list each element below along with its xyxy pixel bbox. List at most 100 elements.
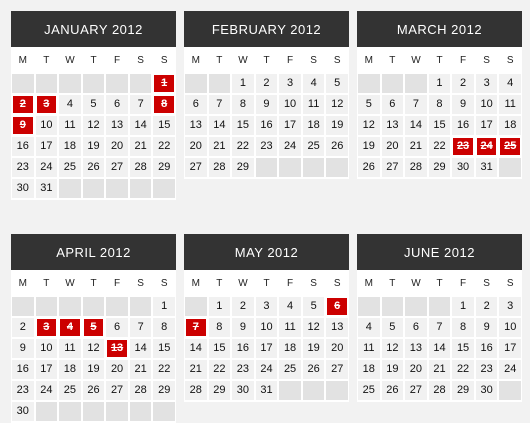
day-cell[interactable]: 27: [185, 158, 207, 177]
day-cell[interactable]: 20: [405, 360, 427, 379]
day-cell[interactable]: 15: [428, 116, 451, 135]
day-cell[interactable]: 15: [232, 116, 254, 135]
day-cell[interactable]: 20: [106, 360, 128, 379]
day-cell[interactable]: 13: [381, 116, 404, 135]
day-cell[interactable]: 16: [12, 360, 34, 379]
day-cell[interactable]: 12: [302, 318, 325, 337]
day-cell[interactable]: 15: [208, 339, 231, 358]
day-cell[interactable]: 30: [232, 381, 254, 400]
day-cell[interactable]: 3: [499, 297, 521, 316]
day-cell[interactable]: 5: [381, 318, 404, 337]
day-cell[interactable]: 7: [428, 318, 451, 337]
day-cell[interactable]: 12: [381, 339, 404, 358]
day-cell[interactable]: 29: [153, 158, 175, 177]
day-cell[interactable]: 16: [475, 339, 498, 358]
day-cell[interactable]: 22: [232, 137, 254, 156]
day-cell[interactable]: 18: [59, 137, 81, 156]
day-cell[interactable]: 2: [232, 297, 254, 316]
day-cell[interactable]: 23: [12, 158, 34, 177]
day-cell[interactable]: 6: [185, 95, 207, 114]
day-cell[interactable]: 1: [153, 297, 175, 316]
day-cell[interactable]: 26: [82, 158, 105, 177]
day-cell[interactable]: 27: [381, 158, 404, 177]
blocked-day-cell[interactable]: 2: [11, 94, 35, 115]
day-cell[interactable]: 18: [358, 360, 380, 379]
day-cell[interactable]: 21: [208, 137, 231, 156]
day-cell[interactable]: 18: [499, 116, 521, 135]
day-cell[interactable]: 6: [106, 95, 128, 114]
day-cell[interactable]: 16: [452, 116, 474, 135]
blocked-day-cell[interactable]: 7: [184, 317, 208, 338]
day-cell[interactable]: 7: [405, 95, 427, 114]
day-cell[interactable]: 13: [405, 339, 427, 358]
day-cell[interactable]: 3: [279, 74, 301, 93]
blocked-day-cell[interactable]: 24: [474, 136, 499, 157]
day-cell[interactable]: 25: [59, 158, 81, 177]
blocked-day-cell[interactable]: 6: [325, 296, 349, 317]
day-cell[interactable]: 12: [82, 116, 105, 135]
day-cell[interactable]: 20: [381, 137, 404, 156]
day-cell[interactable]: 10: [279, 95, 301, 114]
day-cell[interactable]: 29: [232, 158, 254, 177]
day-cell[interactable]: 23: [255, 137, 278, 156]
day-cell[interactable]: 21: [428, 360, 451, 379]
day-cell[interactable]: 19: [381, 360, 404, 379]
day-cell[interactable]: 24: [35, 381, 58, 400]
day-cell[interactable]: 1: [428, 74, 451, 93]
day-cell[interactable]: 2: [475, 297, 498, 316]
day-cell[interactable]: 14: [185, 339, 207, 358]
day-cell[interactable]: 11: [279, 318, 301, 337]
day-cell[interactable]: 11: [358, 339, 380, 358]
day-cell[interactable]: 18: [279, 339, 301, 358]
day-cell[interactable]: 10: [35, 339, 58, 358]
day-cell[interactable]: 13: [106, 116, 128, 135]
day-cell[interactable]: 16: [255, 116, 278, 135]
day-cell[interactable]: 5: [358, 95, 380, 114]
day-cell[interactable]: 4: [279, 297, 301, 316]
day-cell[interactable]: 31: [255, 381, 278, 400]
day-cell[interactable]: 16: [232, 339, 254, 358]
day-cell[interactable]: 24: [255, 360, 278, 379]
day-cell[interactable]: 4: [302, 74, 325, 93]
day-cell[interactable]: 10: [475, 95, 498, 114]
day-cell[interactable]: 5: [302, 297, 325, 316]
day-cell[interactable]: 20: [106, 137, 128, 156]
day-cell[interactable]: 30: [452, 158, 474, 177]
day-cell[interactable]: 30: [475, 381, 498, 400]
day-cell[interactable]: 17: [35, 360, 58, 379]
day-cell[interactable]: 29: [428, 158, 451, 177]
day-cell[interactable]: 28: [129, 381, 152, 400]
day-cell[interactable]: 30: [12, 402, 34, 421]
day-cell[interactable]: 4: [358, 318, 380, 337]
day-cell[interactable]: 23: [232, 360, 254, 379]
day-cell[interactable]: 13: [326, 318, 348, 337]
day-cell[interactable]: 28: [405, 158, 427, 177]
day-cell[interactable]: 19: [358, 137, 380, 156]
day-cell[interactable]: 7: [129, 318, 152, 337]
day-cell[interactable]: 26: [302, 360, 325, 379]
day-cell[interactable]: 14: [428, 339, 451, 358]
day-cell[interactable]: 7: [208, 95, 231, 114]
day-cell[interactable]: 18: [302, 116, 325, 135]
day-cell[interactable]: 22: [153, 137, 175, 156]
day-cell[interactable]: 12: [82, 339, 105, 358]
day-cell[interactable]: 22: [452, 360, 474, 379]
day-cell[interactable]: 6: [405, 318, 427, 337]
day-cell[interactable]: 15: [452, 339, 474, 358]
day-cell[interactable]: 17: [279, 116, 301, 135]
day-cell[interactable]: 7: [129, 95, 152, 114]
day-cell[interactable]: 1: [452, 297, 474, 316]
day-cell[interactable]: 28: [185, 381, 207, 400]
day-cell[interactable]: 29: [153, 381, 175, 400]
day-cell[interactable]: 17: [255, 339, 278, 358]
day-cell[interactable]: 28: [129, 158, 152, 177]
day-cell[interactable]: 20: [185, 137, 207, 156]
day-cell[interactable]: 1: [232, 74, 254, 93]
day-cell[interactable]: 27: [326, 360, 348, 379]
day-cell[interactable]: 2: [255, 74, 278, 93]
day-cell[interactable]: 11: [302, 95, 325, 114]
day-cell[interactable]: 4: [499, 74, 521, 93]
day-cell[interactable]: 10: [35, 116, 58, 135]
blocked-day-cell[interactable]: 5: [81, 317, 106, 338]
day-cell[interactable]: 17: [35, 137, 58, 156]
